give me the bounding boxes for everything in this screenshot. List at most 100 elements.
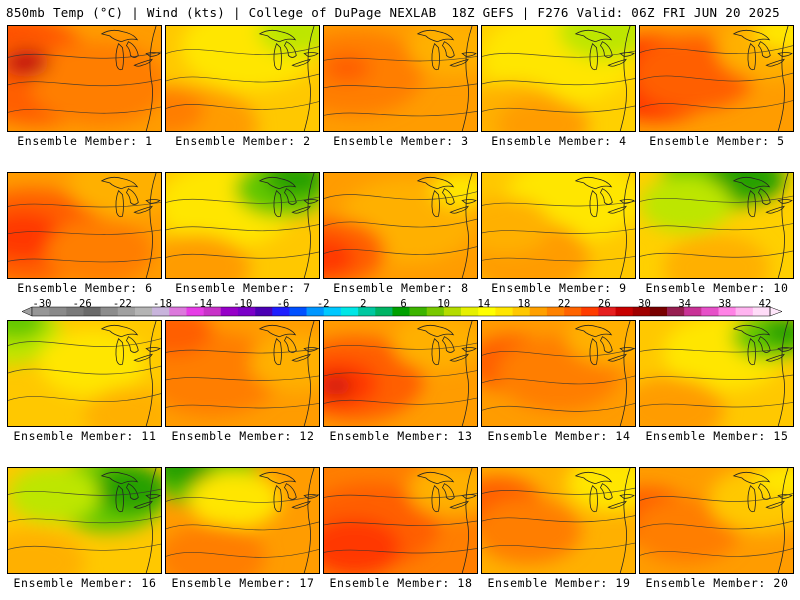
ensemble-map-panel (7, 25, 162, 132)
ensemble-member-label: Ensemble Member: 10 (645, 281, 789, 295)
colorbar-tick-label: 22 (557, 298, 571, 310)
colorbar-swatch (169, 307, 187, 316)
colorbar-swatch (426, 307, 445, 316)
ensemble-map-panel (7, 320, 162, 427)
contour-lines (482, 487, 635, 550)
colorbar-swatch (49, 307, 67, 316)
ensemble-member-label: Ensemble Member: 3 (333, 134, 469, 148)
ensemble-member-label: Ensemble Member: 8 (333, 281, 469, 295)
ensemble-member-label: Ensemble Member: 20 (645, 576, 789, 590)
contour-lines (8, 51, 161, 114)
temperature-shading (265, 173, 319, 198)
run-info: 18Z GEFS | F276 Valid: 06Z FRI JUN 20 20… (451, 5, 780, 20)
contour-lines (482, 50, 635, 113)
colorbar-swatch (32, 307, 50, 316)
contour-lines (324, 191, 477, 255)
ensemble-map-panel (481, 467, 636, 574)
temperature-shading (30, 41, 161, 127)
colorbar-swatch (375, 307, 393, 316)
colorbar-tick-label: 2 (360, 298, 367, 310)
temperature-shading (84, 387, 161, 426)
ensemble-member-label: Ensemble Member: 5 (649, 134, 785, 148)
colorbar-tick-label: -30 (32, 298, 52, 310)
colorbar-tick-label: 34 (678, 298, 691, 310)
ensemble-member-label: Ensemble Member: 19 (487, 576, 631, 590)
great-lakes-outline (416, 173, 477, 278)
colorbar-swatch (546, 307, 565, 316)
ensemble-map-panel (639, 172, 794, 279)
colorbar-tick-label: 30 (638, 298, 651, 310)
ensemble-map-panel (639, 320, 794, 427)
ensemble-map-panel (639, 25, 794, 132)
ensemble-map-panel (165, 320, 320, 427)
colorbar-swatch (255, 307, 273, 316)
colorbar-swatch (512, 307, 531, 316)
colorbar-swatch (323, 307, 342, 316)
colorbar-swatch (615, 307, 633, 316)
ensemble-map-panel (481, 172, 636, 279)
colorbar-swatch (632, 307, 651, 316)
colorbar-tick-label: -26 (72, 298, 92, 310)
colorbar-swatch (409, 307, 428, 316)
temperature-shading (8, 529, 85, 573)
great-lakes-outline (100, 468, 161, 573)
great-lakes-outline (416, 321, 477, 426)
temperature-shading (324, 518, 401, 573)
great-lakes-outline (732, 321, 793, 426)
ensemble-member-label: Ensemble Member: 4 (491, 134, 627, 148)
contour-lines (166, 46, 319, 110)
colorbar-swatch (735, 307, 754, 316)
temperature-shading (8, 468, 100, 523)
colorbar-swatch (306, 307, 325, 316)
colorbar-swatch (289, 307, 307, 316)
colorbar-swatch (117, 307, 136, 316)
ensemble-member-label: Ensemble Member: 13 (329, 429, 473, 443)
temperature-shading (324, 30, 424, 116)
temperature-shading (408, 468, 477, 518)
colorbar-swatch (100, 307, 119, 316)
ensemble-member-label: Ensemble Member: 18 (329, 576, 473, 590)
colorbar-swatch (684, 307, 702, 316)
colorbar-swatch (220, 307, 239, 316)
colorbar-swatch (718, 307, 736, 316)
colorbar-swatch (701, 307, 719, 316)
great-lakes-outline (732, 26, 793, 131)
colorbar-swatch (529, 307, 548, 316)
temperature-shading (640, 377, 725, 426)
ensemble-map-panel (7, 172, 162, 279)
colorbar-tick-label: -10 (233, 298, 253, 310)
great-lakes-outline (258, 173, 319, 278)
colorbar-tick-label: 14 (477, 298, 491, 310)
temperature-shading (482, 197, 551, 254)
colorbar-swatch (495, 307, 513, 316)
colorbar-swatch (598, 307, 616, 316)
temperature-shading (324, 238, 355, 276)
colorbar-tick-label: 10 (437, 298, 450, 310)
ensemble-member-label: Ensemble Member: 1 (17, 134, 153, 148)
contour-lines (8, 488, 161, 551)
colorbar-swatch (478, 307, 496, 316)
temperature-shading (324, 53, 370, 83)
temperature-shading (166, 321, 212, 356)
colorbar-swatch (340, 307, 359, 316)
ensemble-member-label: Ensemble Member: 15 (645, 429, 789, 443)
temperature-shading (166, 331, 281, 416)
colorbar-tick-label: 26 (598, 298, 611, 310)
ensemble-map-panel (7, 467, 162, 574)
great-lakes-outline (574, 173, 635, 278)
contour-lines (640, 195, 793, 258)
great-lakes-outline (258, 321, 319, 426)
colorbar-swatch (649, 307, 668, 316)
colorbar-tick-label: 6 (400, 298, 407, 310)
temperature-shading (8, 48, 50, 77)
temperature-shading (566, 468, 635, 513)
colorbar-tick-label: 38 (718, 298, 732, 310)
contour-lines (482, 201, 635, 262)
temperature-shading (250, 334, 319, 392)
contour-lines (324, 493, 477, 554)
colorbar-right-arrow (769, 306, 783, 317)
ensemble-member-label: Ensemble Member: 14 (487, 429, 631, 443)
ensemble-member-label: Ensemble Member: 12 (171, 429, 315, 443)
ensemble-map-panel (323, 320, 478, 427)
contour-lines (482, 348, 635, 412)
